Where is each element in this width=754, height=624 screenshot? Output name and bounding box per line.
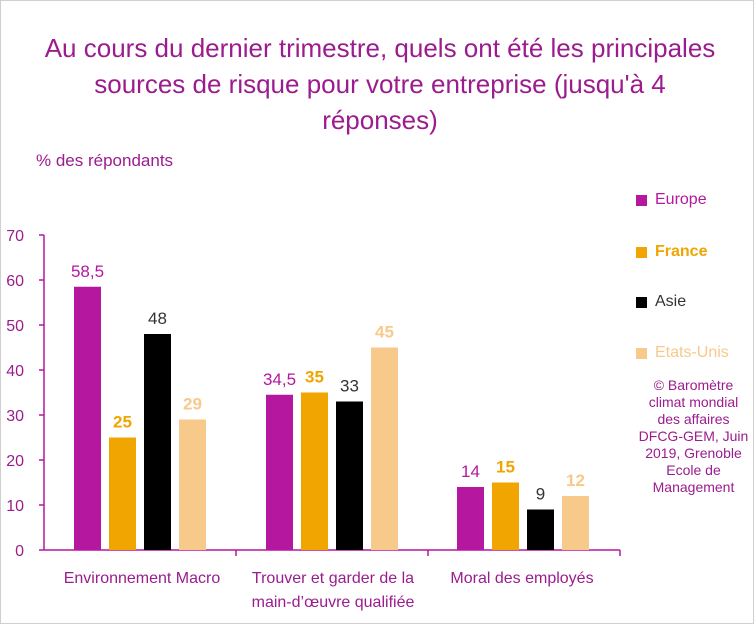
y-tick-label: 10 xyxy=(6,498,24,515)
bar-value-label: 45 xyxy=(375,323,394,342)
y-tick-label: 0 xyxy=(15,543,24,560)
bar-value-label: 34,5 xyxy=(263,370,296,389)
bar-europe-1 xyxy=(266,394,293,550)
legend-swatch xyxy=(636,246,647,258)
legend-label: Etats-Unis xyxy=(655,344,729,361)
bar-etats-unis-2 xyxy=(562,496,589,550)
bar-europe-0 xyxy=(74,286,101,550)
bar-france-2 xyxy=(492,482,519,550)
bar-value-label: 15 xyxy=(496,458,515,477)
x-category-label: Environnement Macro xyxy=(64,570,221,587)
bar-value-label: 48 xyxy=(148,309,167,328)
bar-value-label: 29 xyxy=(183,395,202,414)
bar-etats-unis-0 xyxy=(179,419,206,550)
legend-swatch xyxy=(636,347,647,359)
bar-value-label: 35 xyxy=(305,368,324,387)
legend-swatch xyxy=(636,296,647,308)
legend-swatch xyxy=(636,194,647,206)
bar-france-0 xyxy=(109,437,136,550)
bar-asie-2 xyxy=(527,509,554,550)
y-tick-label: 30 xyxy=(6,408,24,425)
y-tick-label: 60 xyxy=(6,273,24,290)
x-category-label: Moral des employés xyxy=(450,570,593,587)
y-tick-label: 20 xyxy=(6,453,24,470)
legend-item: Europe xyxy=(636,190,707,210)
source-note: © Baromètre climat mondial des affaires … xyxy=(638,377,749,495)
bar-value-label: 33 xyxy=(340,377,359,396)
x-category-label: main-d’œuvre qualifiée xyxy=(252,594,415,611)
bar-france-1 xyxy=(301,392,328,550)
x-category-label: Trouver et garder de la xyxy=(252,570,414,587)
bar-asie-1 xyxy=(336,401,363,550)
legend-label: Asie xyxy=(655,293,687,310)
bar-asie-0 xyxy=(144,334,171,550)
bar-value-label: 25 xyxy=(113,413,132,432)
y-axis-label: % des répondants xyxy=(36,151,174,170)
chart-title: Au cours du dernier trimestre, quels ont… xyxy=(44,33,716,135)
y-tick-label: 70 xyxy=(6,228,24,245)
bar-value-label: 12 xyxy=(566,471,585,490)
y-tick-label: 40 xyxy=(6,363,24,380)
y-tick-label: 50 xyxy=(6,318,24,335)
legend-label: France xyxy=(655,243,708,260)
bar-value-label: 9 xyxy=(536,485,545,504)
legend-item: Asie xyxy=(636,292,686,312)
bar-value-label: 14 xyxy=(461,462,480,481)
legend-item: Etats-Unis xyxy=(636,343,729,363)
legend-item: France xyxy=(636,242,707,262)
bar-europe-2 xyxy=(457,487,484,550)
bar-value-label: 58,5 xyxy=(71,262,104,281)
legend-label: Europe xyxy=(655,191,707,208)
bar-etats-unis-1 xyxy=(371,347,398,550)
